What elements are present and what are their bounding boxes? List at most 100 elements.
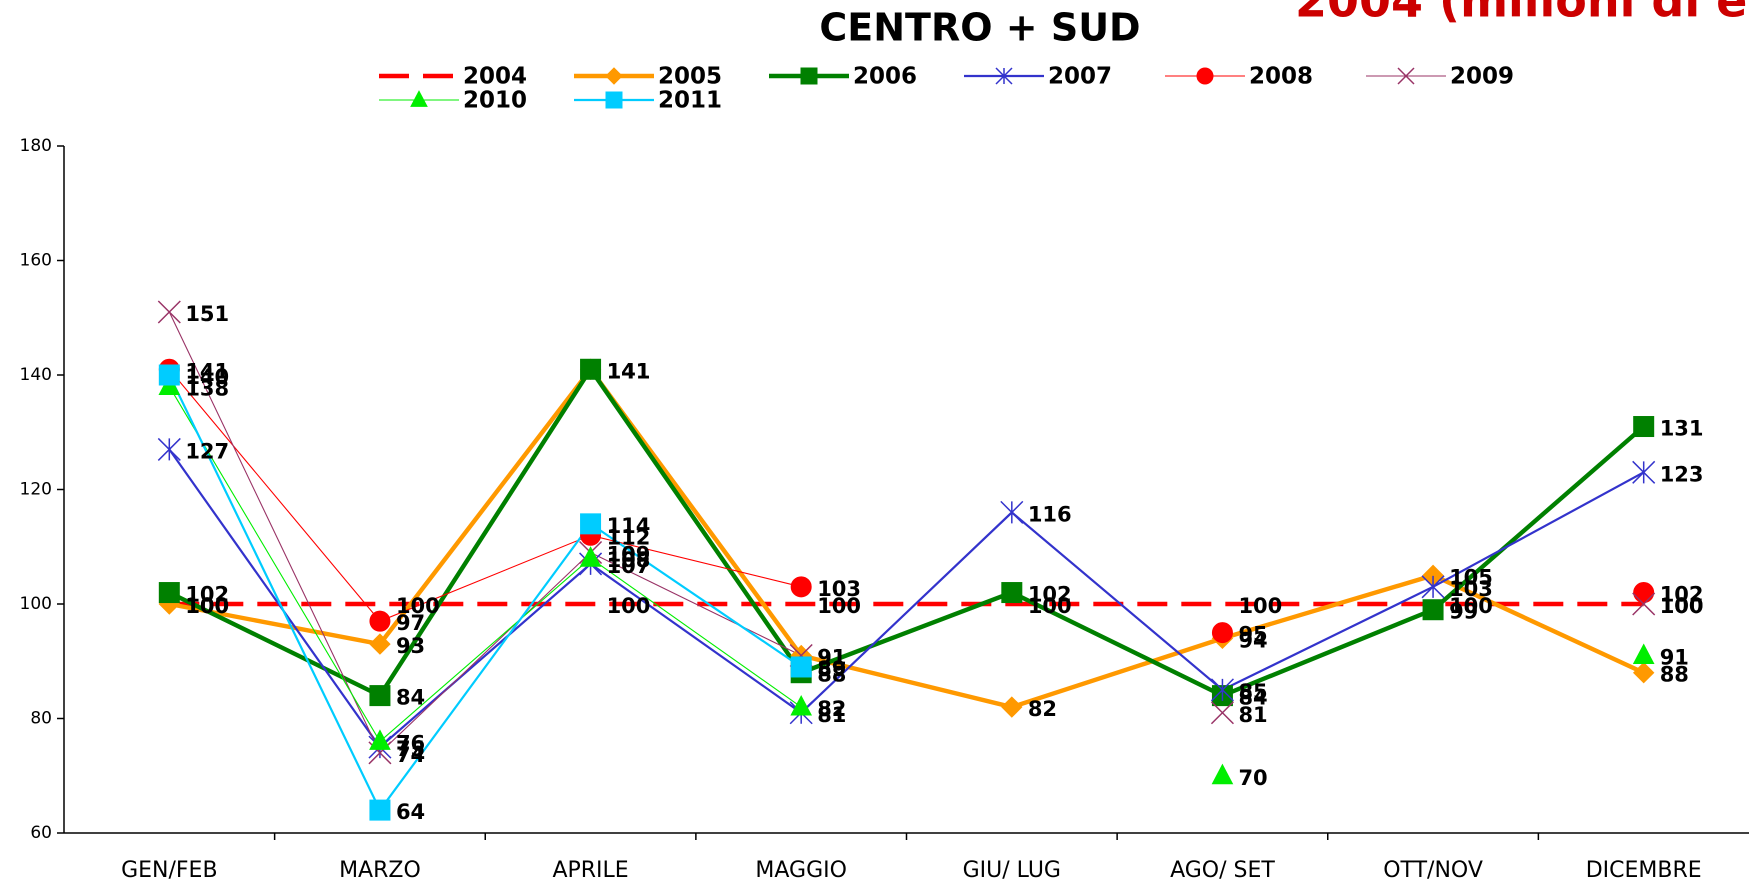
x-tick-label: MARZO	[339, 858, 421, 883]
x-tick-label: GIU/ LUG	[963, 858, 1061, 883]
data-label: 100	[817, 594, 861, 618]
data-label: 100	[1238, 594, 1282, 618]
point	[369, 633, 391, 655]
legend-label: 2006	[853, 64, 917, 90]
legend-marker	[605, 91, 623, 109]
point	[157, 300, 181, 324]
data-label: 123	[1660, 462, 1704, 486]
data-label: 131	[1660, 417, 1704, 441]
legend-marker	[1397, 67, 1415, 85]
data-label: 100	[1449, 594, 1493, 618]
series-line	[169, 386, 1643, 741]
point	[158, 364, 180, 386]
data-label: 100	[185, 594, 229, 618]
data-label: 88	[1660, 663, 1689, 687]
data-label: 85	[1238, 680, 1267, 704]
point	[1001, 696, 1023, 718]
data-label: 95	[1238, 623, 1267, 647]
point	[1210, 678, 1234, 702]
point	[1001, 582, 1023, 604]
legend-label: 2004	[463, 64, 527, 90]
legend-label: 2009	[1450, 64, 1514, 90]
data-label: 109	[607, 542, 651, 566]
point	[1633, 582, 1655, 604]
legend-label: 2011	[658, 88, 722, 114]
data-label: 105	[1449, 565, 1493, 589]
point	[1211, 763, 1234, 785]
data-label: 108	[607, 548, 651, 572]
data-label: 91	[817, 646, 846, 670]
data-label: 93	[396, 634, 425, 658]
data-label: 99	[1449, 600, 1478, 624]
data-label: 112	[607, 525, 651, 549]
legend-marker	[410, 90, 428, 107]
point	[1632, 592, 1656, 616]
data-label: 102	[185, 583, 229, 607]
data-label: 70	[1238, 766, 1267, 790]
data-label: 102	[1660, 583, 1704, 607]
point	[1632, 643, 1655, 665]
data-label: 114	[607, 514, 651, 538]
point	[1633, 416, 1655, 438]
data-label: 82	[817, 697, 846, 721]
series-line	[168, 374, 802, 813]
point	[369, 729, 391, 750]
data-label: 103	[817, 577, 861, 601]
point	[1210, 701, 1234, 725]
y-tick-label: 160	[20, 251, 52, 271]
series-line	[168, 448, 1645, 749]
data-label: 64	[396, 800, 425, 824]
data-label: 76	[396, 731, 425, 755]
point	[369, 799, 391, 821]
data-label: 141	[185, 359, 229, 383]
x-tick-label: GEN/FEB	[121, 858, 217, 883]
data-label: 100	[185, 594, 229, 618]
point	[1422, 599, 1444, 621]
point	[1000, 500, 1024, 524]
data-label: 82	[1028, 697, 1057, 721]
series-line	[169, 369, 1643, 621]
point	[157, 437, 181, 461]
point	[580, 358, 602, 380]
x-tick-label: AGO/ SET	[1170, 858, 1275, 883]
chart-subtitle: 2004 (milioni di e	[1295, 0, 1747, 28]
legend-label: 2010	[463, 88, 527, 114]
data-label: 84	[1238, 686, 1267, 710]
data-label: 97	[396, 611, 425, 635]
point	[158, 582, 180, 604]
y-tick-label: 100	[20, 594, 52, 614]
legend-label: 2007	[1048, 64, 1112, 90]
point	[369, 610, 391, 632]
data-label: 116	[1028, 502, 1072, 526]
data-label: 74	[396, 743, 425, 767]
legend-marker	[1196, 67, 1214, 85]
x-tick-label: OTT/NOV	[1383, 858, 1483, 883]
point	[790, 656, 812, 678]
x-tick-label: APRILE	[552, 858, 628, 883]
data-label: 89	[817, 657, 846, 681]
point	[790, 576, 812, 598]
legend-marker	[995, 67, 1013, 85]
series-line	[169, 312, 1643, 753]
data-label: 100	[1028, 594, 1072, 618]
data-label: 151	[185, 302, 229, 326]
data-label: 100	[1660, 594, 1704, 618]
data-label: 141	[607, 359, 651, 383]
legend-label: 2008	[1249, 64, 1313, 90]
data-label: 81	[817, 703, 846, 727]
data-label: 88	[817, 663, 846, 687]
data-label: 100	[1660, 594, 1704, 618]
point	[1421, 575, 1445, 599]
point	[1632, 460, 1656, 484]
y-tick-label: 60	[30, 823, 52, 843]
data-label: 107	[607, 554, 651, 578]
legend-marker	[605, 67, 623, 85]
data-label: 141	[607, 359, 651, 383]
data-label: 94	[1238, 628, 1267, 652]
point	[579, 546, 602, 567]
data-label: 81	[1238, 703, 1267, 727]
y-tick-label: 120	[20, 480, 52, 500]
legend-marker	[800, 67, 818, 85]
data-label: 103	[1449, 577, 1493, 601]
